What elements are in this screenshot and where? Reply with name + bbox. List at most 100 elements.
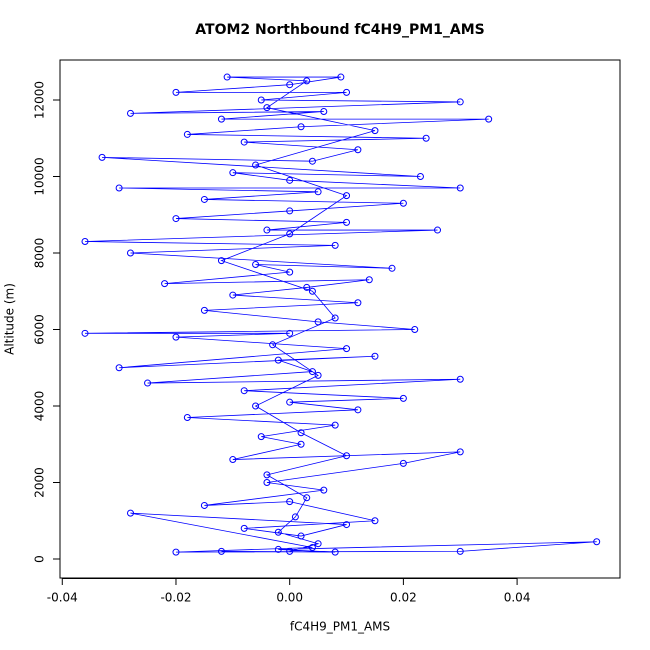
- data-point: [354, 406, 362, 414]
- data-point: [303, 283, 311, 291]
- data-point: [354, 299, 362, 307]
- data-point: [172, 215, 180, 223]
- data-point: [297, 123, 305, 131]
- data-point: [217, 257, 225, 265]
- y-tick-label: 6000: [33, 314, 47, 345]
- data-point: [286, 398, 294, 406]
- data-point: [217, 547, 225, 555]
- data-point: [252, 402, 260, 410]
- data-point: [314, 188, 322, 196]
- data-point: [343, 192, 351, 200]
- data-point: [183, 413, 191, 421]
- data-point: [371, 352, 379, 360]
- data-point: [308, 157, 316, 165]
- data-point: [314, 371, 322, 379]
- data-point: [200, 306, 208, 314]
- data-point: [81, 238, 89, 246]
- data-point: [331, 241, 339, 249]
- data-point: [303, 494, 311, 502]
- data-point: [456, 448, 464, 456]
- data-point: [126, 509, 134, 517]
- data-point: [320, 486, 328, 494]
- data-point: [269, 341, 277, 349]
- data-point: [343, 521, 351, 529]
- data-point: [308, 368, 316, 376]
- x-tick-label: -0.04: [47, 591, 78, 605]
- data-point: [81, 329, 89, 337]
- data-point: [399, 199, 407, 207]
- data-point: [257, 96, 265, 104]
- y-tick-label: 12000: [33, 81, 47, 119]
- x-tick-label: 0.04: [504, 591, 531, 605]
- data-point: [286, 230, 294, 238]
- data-point: [144, 379, 152, 387]
- data-point: [126, 249, 134, 257]
- data-point: [217, 115, 225, 123]
- data-point: [456, 98, 464, 106]
- y-axis-label: Altitude (m): [3, 283, 17, 355]
- data-point: [297, 532, 305, 540]
- data-point: [343, 452, 351, 460]
- data-point: [337, 73, 345, 81]
- data-point: [422, 134, 430, 142]
- data-point: [240, 387, 248, 395]
- data-point: [456, 184, 464, 192]
- data-point: [257, 433, 265, 441]
- chart-title: ATOM2 Northbound fC4H9_PM1_AMS: [195, 22, 484, 38]
- data-point: [371, 127, 379, 135]
- data-point: [399, 394, 407, 402]
- x-tick-label: 0.02: [390, 591, 417, 605]
- data-point: [456, 375, 464, 383]
- data-point: [411, 325, 419, 333]
- data-point: [263, 226, 271, 234]
- data-point: [200, 195, 208, 203]
- data-point: [274, 545, 282, 553]
- data-point: [593, 538, 601, 546]
- data-point: [286, 207, 294, 215]
- data-point: [161, 280, 169, 288]
- data-point: [485, 115, 493, 123]
- data-point: [371, 517, 379, 525]
- data-point: [172, 548, 180, 556]
- x-tick-label: 0.00: [276, 591, 303, 605]
- data-point: [416, 173, 424, 181]
- data-point: [252, 161, 260, 169]
- data-point: [354, 146, 362, 154]
- data-point: [172, 88, 180, 96]
- data-point: [126, 109, 134, 117]
- x-tick-label: -0.02: [160, 591, 191, 605]
- series-line: [85, 76, 597, 553]
- data-point: [365, 276, 373, 284]
- x-axis-label: fC4H9_PM1_AMS: [290, 620, 390, 634]
- data-point: [399, 459, 407, 467]
- data-point: [252, 260, 260, 268]
- data-point: [183, 130, 191, 138]
- data-point: [434, 226, 442, 234]
- data-point: [286, 547, 294, 555]
- data-point: [314, 540, 322, 548]
- data-point: [263, 104, 271, 112]
- data-point: [274, 528, 282, 536]
- data-point: [286, 81, 294, 89]
- data-point: [240, 138, 248, 146]
- data-point: [223, 73, 231, 81]
- data-point: [297, 429, 305, 437]
- data-point: [263, 471, 271, 479]
- data-point: [98, 153, 106, 161]
- y-tick-label: 10000: [33, 157, 47, 195]
- data-point: [229, 456, 237, 464]
- data-point: [343, 345, 351, 353]
- data-point: [388, 264, 396, 272]
- data-point: [343, 218, 351, 226]
- data-point: [286, 498, 294, 506]
- data-point: [274, 356, 282, 364]
- data-point: [320, 107, 328, 115]
- data-point: [456, 547, 464, 555]
- data-point: [286, 176, 294, 184]
- data-point: [263, 478, 271, 486]
- data-point: [314, 318, 322, 326]
- data-point: [343, 88, 351, 96]
- data-point: [291, 513, 299, 521]
